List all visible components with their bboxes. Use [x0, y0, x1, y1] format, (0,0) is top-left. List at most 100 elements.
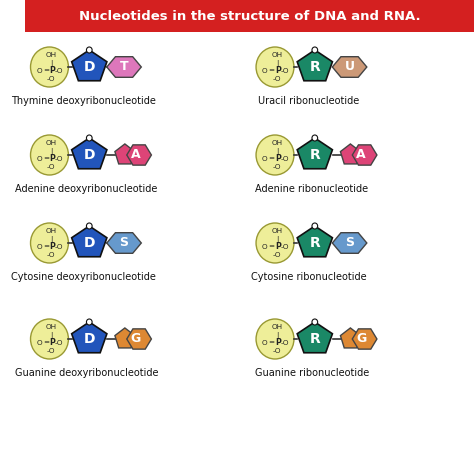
Circle shape [86, 135, 92, 141]
Text: -O: -O [47, 163, 55, 169]
Circle shape [312, 223, 318, 229]
Text: D: D [83, 60, 95, 74]
Text: =: = [43, 340, 49, 346]
Text: A: A [356, 149, 366, 162]
Text: OH: OH [271, 229, 283, 235]
Text: Nucleotides in the structure of DNA and RNA.: Nucleotides in the structure of DNA and … [79, 10, 420, 22]
Text: R: R [310, 148, 320, 162]
Text: R: R [310, 332, 320, 346]
Polygon shape [332, 57, 367, 77]
Polygon shape [127, 145, 151, 165]
Text: O: O [262, 67, 267, 73]
Text: -O: -O [273, 252, 281, 257]
Text: G: G [130, 332, 141, 346]
Text: =: = [269, 67, 274, 73]
Text: O: O [36, 156, 42, 162]
Text: -O: -O [281, 244, 289, 250]
Text: Cytosine ribonucleotide: Cytosine ribonucleotide [251, 272, 366, 282]
Text: -O: -O [281, 67, 289, 73]
Polygon shape [340, 328, 360, 348]
Text: |: | [276, 236, 278, 243]
Text: OH: OH [271, 140, 283, 146]
Text: -O: -O [47, 347, 55, 353]
Text: R: R [310, 236, 320, 250]
Text: =: = [269, 156, 274, 162]
Text: P: P [275, 338, 281, 347]
Text: -O: -O [47, 252, 55, 257]
Text: P: P [49, 338, 55, 347]
Text: -O: -O [55, 156, 64, 162]
Text: -O: -O [55, 340, 64, 346]
Circle shape [30, 223, 68, 263]
Text: Adenine deoxyribonucleotide: Adenine deoxyribonucleotide [15, 184, 158, 194]
Text: P: P [275, 154, 281, 163]
Text: P: P [49, 66, 55, 75]
Polygon shape [332, 233, 367, 253]
Polygon shape [72, 50, 107, 81]
Text: P: P [49, 154, 55, 163]
Text: U: U [345, 61, 355, 73]
Polygon shape [72, 138, 107, 169]
Text: OH: OH [271, 52, 283, 58]
Text: P: P [49, 242, 55, 251]
Text: O: O [36, 67, 42, 73]
Bar [25, 0, 474, 32]
Text: D: D [83, 148, 95, 162]
Text: G: G [356, 332, 366, 346]
Polygon shape [72, 322, 107, 353]
Text: D: D [83, 332, 95, 346]
Text: Adenine ribonucleotide: Adenine ribonucleotide [255, 184, 369, 194]
Text: O: O [262, 244, 267, 250]
Text: R: R [310, 60, 320, 74]
Text: -O: -O [47, 76, 55, 82]
Text: |: | [276, 332, 278, 339]
Text: D: D [83, 236, 95, 250]
Polygon shape [340, 144, 360, 164]
Text: =: = [43, 156, 49, 162]
Text: -O: -O [273, 76, 281, 82]
Text: OH: OH [46, 52, 57, 58]
Text: Guanine deoxyribonucleotide: Guanine deoxyribonucleotide [15, 368, 158, 378]
Text: -O: -O [273, 163, 281, 169]
Text: |: | [50, 236, 53, 243]
Text: -O: -O [55, 244, 64, 250]
Text: =: = [269, 340, 274, 346]
Text: -O: -O [55, 67, 64, 73]
Text: =: = [43, 244, 49, 250]
Text: =: = [43, 67, 49, 73]
Polygon shape [297, 322, 332, 353]
Circle shape [312, 135, 318, 141]
Circle shape [312, 319, 318, 325]
Text: OH: OH [46, 140, 57, 146]
Circle shape [30, 319, 68, 359]
Polygon shape [107, 233, 141, 253]
Text: Guanine ribonucleotide: Guanine ribonucleotide [255, 368, 369, 378]
Circle shape [312, 47, 318, 53]
Circle shape [256, 223, 294, 263]
Polygon shape [107, 57, 141, 77]
Text: |: | [276, 60, 278, 67]
Polygon shape [72, 226, 107, 257]
Circle shape [30, 47, 68, 87]
Text: |: | [50, 148, 53, 155]
Circle shape [86, 47, 92, 53]
Text: Thymine deoxyribonucleotide: Thymine deoxyribonucleotide [10, 96, 155, 106]
Text: O: O [262, 156, 267, 162]
Polygon shape [297, 226, 332, 257]
Text: Uracil ribonucleotide: Uracil ribonucleotide [258, 96, 359, 106]
Text: |: | [276, 148, 278, 155]
Text: P: P [275, 66, 281, 75]
Text: -O: -O [281, 340, 289, 346]
Polygon shape [115, 144, 135, 164]
Text: =: = [269, 244, 274, 250]
Circle shape [256, 47, 294, 87]
Text: O: O [36, 244, 42, 250]
Text: |: | [50, 60, 53, 67]
Text: S: S [119, 236, 128, 250]
Circle shape [256, 319, 294, 359]
Text: A: A [131, 149, 140, 162]
Text: -O: -O [273, 347, 281, 353]
Circle shape [256, 135, 294, 175]
Text: O: O [36, 340, 42, 346]
Text: O: O [262, 340, 267, 346]
